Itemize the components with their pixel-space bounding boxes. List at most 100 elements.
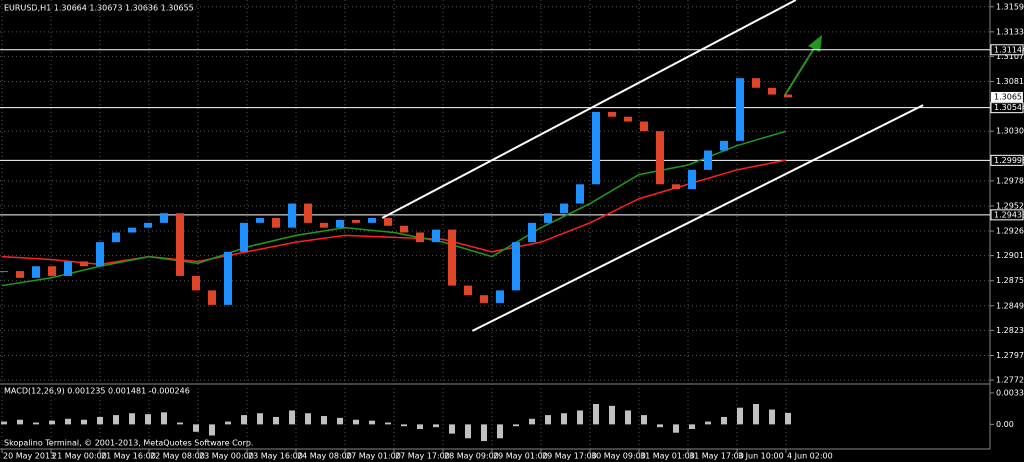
chart-title: EURUSD,H1 1.30664 1.30673 1.30636 1.3065… bbox=[4, 4, 194, 13]
y-tick-label: 1.27720 bbox=[996, 376, 1024, 385]
macd-bar bbox=[33, 422, 39, 425]
candle bbox=[96, 242, 104, 267]
candle bbox=[368, 218, 376, 223]
macd-bar bbox=[513, 424, 519, 427]
macd-bar bbox=[49, 420, 55, 425]
candle bbox=[608, 111, 616, 117]
level-box bbox=[990, 209, 1024, 221]
macd-bar bbox=[433, 424, 439, 428]
candle bbox=[240, 222, 248, 252]
macd-bar bbox=[81, 419, 87, 425]
footer: Skopalino Terminal, © 2001-2013, MetaQuo… bbox=[4, 439, 253, 448]
y-tick-label: 0.00 bbox=[996, 420, 1014, 429]
macd-bar bbox=[625, 410, 631, 425]
candle bbox=[224, 251, 232, 305]
level-label: 1.31144 bbox=[994, 45, 1024, 54]
macd-bar bbox=[273, 416, 279, 425]
macd-bar bbox=[689, 424, 695, 430]
candle bbox=[192, 275, 200, 291]
candle bbox=[512, 242, 520, 291]
macd-bar bbox=[129, 413, 135, 425]
macd-bar bbox=[545, 415, 551, 425]
candle bbox=[352, 219, 360, 223]
candle bbox=[704, 150, 712, 170]
macd-bar bbox=[753, 403, 759, 425]
x-tick-label: 27 May 17:00 bbox=[395, 452, 450, 461]
macd-bar bbox=[449, 424, 455, 434]
y-tick-label: 1.27975 bbox=[996, 351, 1024, 360]
macd-bar bbox=[609, 405, 615, 425]
level-box bbox=[990, 102, 1024, 114]
last-price-label: 1.30655 bbox=[994, 92, 1024, 101]
macd-bar bbox=[785, 412, 791, 425]
candle bbox=[16, 271, 24, 278]
candle bbox=[768, 87, 776, 95]
macd-bar bbox=[257, 413, 263, 425]
x-tick-label: 21 May 16:00 bbox=[101, 452, 156, 461]
macd-bar bbox=[193, 424, 199, 432]
candle bbox=[384, 218, 392, 226]
candle bbox=[432, 229, 440, 243]
candle bbox=[624, 116, 632, 122]
x-tick-label: 24 May 08:00 bbox=[297, 452, 352, 461]
macd-bar bbox=[737, 407, 743, 425]
candle bbox=[208, 290, 216, 305]
macd-bar bbox=[641, 415, 647, 425]
macd-bar bbox=[1, 421, 7, 425]
level-box bbox=[990, 154, 1024, 166]
y-tick-label: 1.31075 bbox=[996, 52, 1024, 61]
macd-bar bbox=[305, 413, 311, 425]
candle bbox=[448, 229, 456, 286]
macd-bar bbox=[593, 403, 599, 425]
candle bbox=[656, 131, 664, 185]
macd-bar bbox=[289, 410, 295, 425]
y-tick-label: 1.28750 bbox=[996, 276, 1024, 285]
candle bbox=[640, 121, 648, 132]
y-tick-label: 1.30300 bbox=[996, 127, 1024, 136]
x-tick-label: 31 May 17:00 bbox=[689, 452, 744, 461]
x-tick-label: 23 May 00:00 bbox=[199, 452, 254, 461]
y-tick-label: 0.003394 bbox=[996, 388, 1024, 397]
candle bbox=[320, 222, 328, 228]
macd-bar bbox=[65, 418, 71, 425]
candle bbox=[544, 213, 552, 223]
x-tick-label: 3 Jun 10:00 bbox=[738, 452, 784, 461]
candle bbox=[128, 227, 136, 233]
candle bbox=[304, 203, 312, 223]
macd-bar bbox=[385, 422, 391, 425]
candle bbox=[576, 184, 584, 204]
macd-bar bbox=[177, 422, 183, 425]
x-tick-label: 31 May 01:00 bbox=[640, 452, 695, 461]
macd-bar bbox=[321, 416, 327, 425]
macd-bar bbox=[401, 424, 407, 427]
x-tick-label: 27 May 01:00 bbox=[346, 452, 401, 461]
level-label: 1.29998 bbox=[994, 156, 1024, 165]
y-tick-label: 1.29785 bbox=[996, 176, 1024, 185]
candle bbox=[736, 78, 744, 141]
macd-bar bbox=[337, 417, 343, 425]
candle bbox=[80, 261, 88, 267]
macd-bar bbox=[673, 424, 679, 433]
channel-line bbox=[471, 104, 924, 332]
arrow bbox=[784, 41, 819, 96]
candle bbox=[416, 232, 424, 243]
macd-bar bbox=[417, 424, 423, 430]
y-tick-label: 1.29010 bbox=[996, 251, 1024, 260]
moving-average bbox=[1, 130, 787, 287]
macd-bar bbox=[369, 420, 375, 425]
macd-bar bbox=[97, 416, 103, 425]
candle bbox=[272, 218, 280, 228]
y-tick-label: 1.31330 bbox=[996, 27, 1024, 36]
level-label: 1.30544 bbox=[994, 103, 1024, 112]
candle bbox=[48, 266, 56, 276]
macd-bar bbox=[529, 418, 535, 425]
y-tick-label: 1.29265 bbox=[996, 227, 1024, 236]
candle bbox=[672, 184, 680, 190]
candle bbox=[176, 213, 184, 276]
candle bbox=[560, 203, 568, 214]
x-tick-label: 29 May 17:00 bbox=[542, 452, 597, 461]
candle bbox=[496, 290, 504, 303]
level-label: 1.29433 bbox=[994, 210, 1024, 219]
candle bbox=[400, 225, 408, 233]
